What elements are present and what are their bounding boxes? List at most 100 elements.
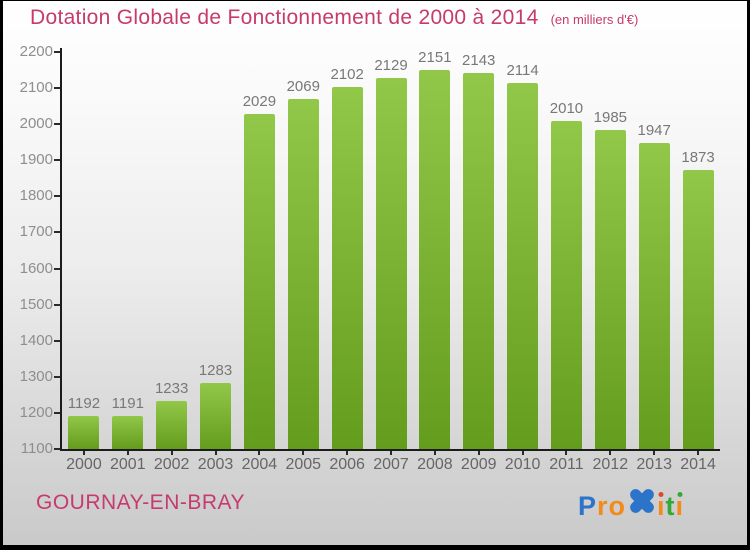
- x-tick-label: 2007: [373, 456, 409, 473]
- x-tick-label: 2002: [153, 456, 190, 473]
- logo-x-mark: [627, 486, 656, 516]
- y-tick-label: 1800: [19, 187, 53, 205]
- y-tick-mark: [54, 448, 62, 450]
- bar: [156, 400, 188, 449]
- y-tick-label: 1500: [19, 295, 53, 313]
- x-tick-mark: [302, 451, 305, 455]
- x-tick-label: 2003: [197, 456, 234, 473]
- y-tick-label: 2000: [19, 115, 53, 133]
- bar-value-label: 2129: [374, 56, 408, 74]
- x-tick-mark: [258, 451, 261, 455]
- y-tick-label: 2200: [19, 43, 53, 60]
- bar: [287, 99, 319, 449]
- y-tick-mark: [54, 267, 62, 270]
- x-tick-mark: [477, 451, 480, 455]
- bar-value-label: 1233: [154, 379, 189, 397]
- x-tick-mark: [609, 451, 612, 455]
- x-tick-mark: [82, 451, 85, 455]
- bar: [594, 129, 626, 449]
- x-tick-mark: [126, 451, 129, 455]
- y-tick-label: 1700: [19, 223, 53, 241]
- bar-value-label: 1191: [111, 395, 144, 413]
- y-tick-label: 1900: [19, 151, 53, 169]
- x-tick-mark: [697, 451, 700, 455]
- y-tick-label: 1600: [19, 259, 53, 277]
- x-tick-label: 2009: [460, 456, 497, 473]
- y-tick-mark: [54, 411, 62, 414]
- bar: [375, 77, 407, 449]
- y-tick-mark: [54, 87, 62, 90]
- y-tick-label: 1100: [20, 440, 53, 457]
- bar-value-label: 2069: [286, 78, 320, 96]
- x-tick-mark: [565, 451, 568, 455]
- x-tick-label: 2014: [680, 456, 716, 473]
- bar-value-label: 1947: [637, 122, 671, 140]
- title-row: Dotation Globale de Fonctionnement de 20…: [30, 6, 638, 30]
- logo-letter: o: [608, 491, 627, 521]
- logo-letter: r: [597, 491, 609, 521]
- bar: [243, 113, 275, 449]
- x-tick-mark: [214, 451, 217, 455]
- y-tick-mark: [54, 231, 62, 234]
- x-tick-mark: [390, 451, 392, 455]
- bar-value-label: 2010: [549, 99, 584, 117]
- bar: [419, 69, 451, 449]
- x-tick-mark: [433, 451, 436, 455]
- x-axis-line: [60, 449, 720, 451]
- frame-border-right: [747, 0, 750, 550]
- bar: [507, 83, 539, 449]
- logo-letter: ı: [675, 491, 685, 521]
- bar: [68, 415, 100, 449]
- x-tick-label: 2006: [329, 456, 365, 473]
- bar: [112, 416, 144, 449]
- x-tick-label: 2010: [504, 456, 541, 473]
- bar: [638, 143, 670, 449]
- x-tick-label: 2008: [417, 456, 453, 473]
- bar-value-label: 2029: [242, 92, 277, 110]
- bar-value-label: 2114: [506, 62, 539, 80]
- bar: [682, 170, 714, 449]
- bar: [550, 120, 582, 449]
- x-tick-label: 2005: [285, 456, 322, 473]
- bar-value-label: 1192: [67, 394, 101, 412]
- x-tick-mark: [346, 451, 349, 455]
- x-tick-label: 2012: [592, 456, 629, 473]
- frame-border-left: [0, 0, 3, 550]
- y-tick-label: 1400: [19, 331, 53, 349]
- y-tick-label: 1300: [19, 367, 53, 385]
- y-tick-mark: [54, 123, 62, 126]
- x-tick-label: 2000: [66, 456, 102, 473]
- y-tick-mark: [54, 195, 62, 198]
- logo-letter-dot: [658, 492, 664, 497]
- bar-value-label: 2151: [418, 48, 452, 66]
- x-tick-label: 2011: [549, 456, 584, 473]
- logo-letter-dot: [677, 492, 683, 497]
- bar: [463, 72, 495, 449]
- page-subtitle: (en milliers d'€): [550, 12, 639, 27]
- page-title: Dotation Globale de Fonctionnement de 20…: [30, 6, 539, 29]
- y-tick-mark: [54, 159, 62, 162]
- y-tick-mark: [54, 303, 62, 306]
- bar: [331, 87, 363, 449]
- x-tick-label: 2004: [241, 456, 278, 473]
- x-tick-mark: [521, 451, 524, 455]
- frame-border-top: [0, 0, 750, 1]
- x-tick-mark: [653, 451, 656, 455]
- bar-value-label: 1283: [198, 361, 233, 379]
- frame-border-bottom: [0, 545, 750, 550]
- bar-value-label: 2102: [330, 66, 364, 84]
- location-label: GOURNAY-EN-BRAY: [36, 491, 245, 514]
- y-axis-line: [60, 48, 62, 451]
- y-tick-mark: [54, 51, 62, 53]
- x-tick-mark: [170, 451, 173, 455]
- y-tick-label: 1200: [19, 403, 53, 421]
- y-tick-mark: [54, 339, 62, 342]
- x-tick-label: 2013: [636, 456, 672, 473]
- y-tick-label: 2100: [19, 79, 53, 97]
- y-tick-mark: [54, 375, 62, 378]
- bar: [200, 382, 232, 449]
- x-tick-label: 2001: [110, 456, 146, 473]
